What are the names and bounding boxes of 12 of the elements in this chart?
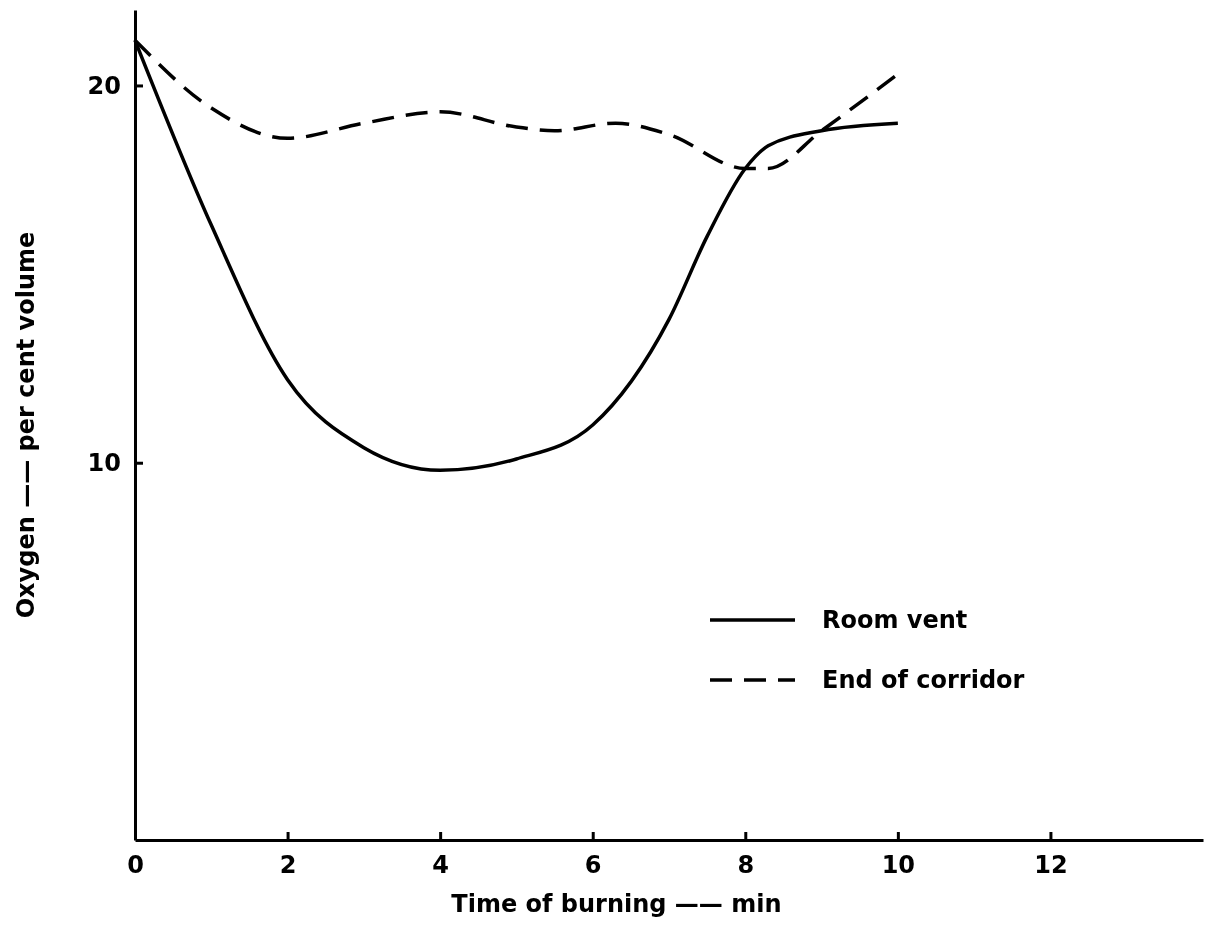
x-tick-label: 2 [279, 851, 297, 880]
x-tick-label: 12 [1034, 851, 1068, 880]
x-axis-title: Time of burning —— min [451, 890, 782, 918]
legend-label: End of corridor [822, 666, 1025, 694]
x-tick-label: 0 [127, 851, 144, 880]
x-tick-label: 4 [432, 851, 449, 880]
y-tick-label: 20 [87, 71, 121, 100]
x-tick-label: 10 [881, 851, 916, 880]
x-tick-label: 8 [737, 851, 755, 880]
x-tick-label: 6 [584, 851, 602, 880]
y-axis-title: Oxygen —— per cent volume [12, 231, 40, 619]
legend-label: Room vent [822, 606, 968, 634]
